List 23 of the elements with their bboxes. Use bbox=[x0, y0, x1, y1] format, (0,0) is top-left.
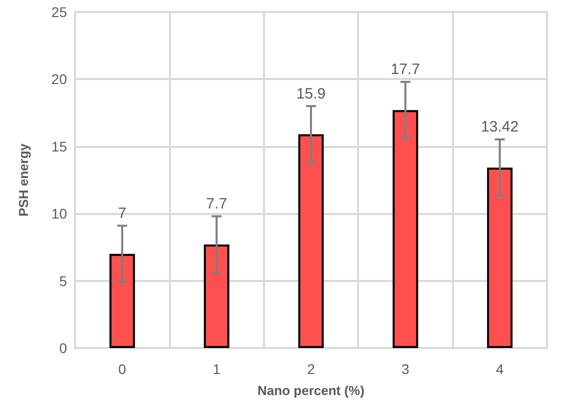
x-tick-label: 4 bbox=[496, 361, 504, 377]
bar bbox=[109, 254, 135, 348]
data-label: 13.42 bbox=[481, 118, 519, 136]
y-tick-label: 15 bbox=[51, 138, 68, 154]
data-label: 7.7 bbox=[206, 196, 228, 213]
y-tick-label: 0 bbox=[59, 340, 68, 356]
y-tick-label: 10 bbox=[51, 206, 68, 222]
bar bbox=[204, 244, 230, 348]
bar bbox=[487, 168, 513, 348]
x-tick-label: 2 bbox=[307, 361, 316, 377]
bar bbox=[392, 110, 418, 348]
y-tick-label: 25 bbox=[51, 4, 68, 20]
data-label: 15.9 bbox=[296, 85, 326, 102]
x-tick-label: 3 bbox=[402, 361, 410, 377]
x-tick-label: 0 bbox=[118, 361, 126, 377]
x-axis-title: Nano percent (%) bbox=[258, 383, 364, 398]
x-tick-label: 1 bbox=[212, 361, 221, 377]
y-tick-label: 5 bbox=[59, 272, 68, 289]
bar bbox=[298, 134, 324, 348]
y-tick-label: 20 bbox=[51, 71, 68, 88]
y-axis-title: PSH energy bbox=[16, 142, 31, 216]
data-label: 17.7 bbox=[390, 61, 420, 78]
data-label: 7 bbox=[118, 204, 126, 222]
